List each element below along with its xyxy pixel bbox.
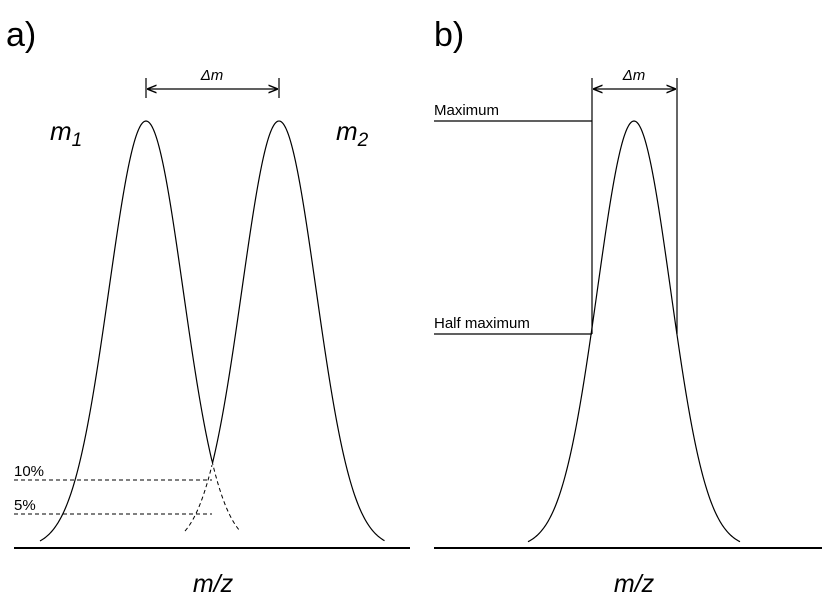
fwhm-delta-label: Δm [622,67,646,84]
level-10-label: 10% [14,463,44,480]
panel-a-label: a) [6,16,36,54]
panel-b: b) Maximum Half maximum Δm m/z [434,16,822,598]
delta-label: Δm [200,67,224,84]
panel-b-axis-label: m/z [614,570,655,598]
half-maximum-label: Half maximum [434,315,530,332]
level-5-label: 5% [14,497,36,514]
peak-m1-curve [39,120,213,542]
peak-m1-tail [211,460,241,532]
peak-m2-curve [211,120,385,542]
maximum-label: Maximum [434,102,499,119]
single-peak-curve [527,120,741,543]
peak-m1-label: m1 [50,116,82,151]
panel-a: a) 10% 5% Δm m1 m2 m/z [6,16,410,598]
panel-a-axis-label: m/z [193,570,234,598]
peak-m2-tail [184,465,213,532]
panel-b-label: b) [434,16,464,54]
peak-m2-label: m2 [336,116,369,151]
